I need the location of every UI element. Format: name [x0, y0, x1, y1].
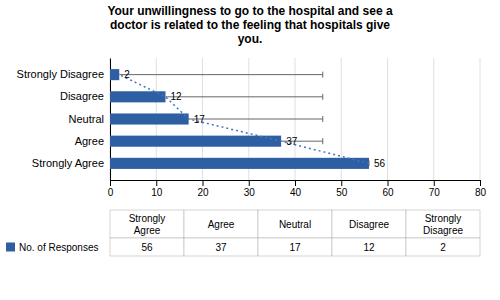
grid-line: [480, 58, 481, 180]
error-bars: [119, 72, 369, 167]
error-bar-line: [119, 74, 323, 75]
grid: [110, 58, 480, 180]
table-header-cell: [406, 210, 480, 238]
data-labels: 56 37 17 12 2: [124, 69, 385, 169]
error-bar-cap: [322, 138, 323, 144]
x-tick: 10: [151, 180, 163, 198]
x-tick-mark: [249, 180, 250, 186]
x-tick: 60: [382, 180, 394, 198]
table-value: 37: [215, 242, 227, 253]
error-bar-line: [166, 96, 323, 97]
y-tick-label: Disagree: [60, 90, 104, 102]
table-header: StronglyAgree: [129, 213, 166, 236]
y-tick: Neutral: [69, 113, 110, 125]
error-bar-cap: [322, 72, 323, 78]
y-tick: Strongly Agree: [32, 157, 110, 169]
grid-line: [387, 58, 388, 180]
y-axis: Strongly Agree Agree Neutral Disagree Strong…: [17, 59, 111, 181]
x-tick-mark: [295, 180, 296, 186]
data-label: 12: [171, 91, 183, 102]
table-cell: [258, 238, 332, 256]
legend-swatch: [6, 243, 15, 252]
y-tick-label: Strongly Disagree: [17, 68, 104, 80]
table-value: 17: [289, 242, 301, 253]
table-header: Neutral: [279, 219, 311, 230]
x-tick-mark: [110, 180, 111, 186]
y-tick: Agree: [75, 135, 110, 147]
chart: Your unwillingness to go to the hospital…: [0, 0, 500, 300]
bar: [110, 69, 119, 80]
bar: [110, 113, 189, 124]
x-tick-mark: [341, 180, 342, 186]
line: [119, 75, 369, 164]
table-value: 2: [440, 242, 446, 253]
legend: No. of Responses: [6, 242, 99, 253]
table-cell: [110, 238, 184, 256]
x-tick-label: 40: [290, 187, 302, 198]
bars: [110, 69, 369, 169]
x-tick-mark: [480, 180, 481, 186]
title: Your unwillingness to go to the hospital…: [107, 4, 392, 46]
x-tick-mark: [434, 180, 435, 186]
x-tick-mark: [156, 180, 157, 186]
legend-label: No. of Responses: [19, 242, 99, 253]
x-tick-label: 60: [382, 187, 394, 198]
bar: [110, 158, 369, 169]
table-header-cell: [184, 210, 258, 238]
x-tick: 20: [197, 180, 209, 198]
data-label: 2: [124, 69, 130, 80]
error-bar: [166, 94, 323, 100]
x-tick: 50: [336, 180, 348, 198]
x-tick-label: 80: [475, 187, 487, 198]
bar: [110, 136, 281, 147]
data-table: StronglyAgree 56 Agree 37 Neutral 17 Disagree 1…: [110, 210, 480, 256]
x-tick: 0: [108, 180, 114, 198]
x-tick-label: 20: [197, 187, 209, 198]
table-cell: [332, 238, 406, 256]
table-header: StronglyDisagree: [423, 213, 463, 236]
x-tick-label: 10: [151, 187, 163, 198]
table-header-cell: [258, 210, 332, 238]
data-label: 56: [374, 158, 386, 169]
table-header-cell: [332, 210, 406, 238]
table-cell: [184, 238, 258, 256]
x-tick: 70: [429, 180, 441, 198]
grid-line: [433, 58, 434, 180]
x-tick-mark: [388, 180, 389, 186]
marks: [110, 69, 369, 169]
x-tick-mark: [203, 180, 204, 186]
table-value: 12: [363, 242, 375, 253]
y-tick: Disagree: [60, 90, 110, 102]
x-axis-line: [111, 181, 481, 187]
x-tick-label: 70: [429, 187, 441, 198]
y-tick: Strongly Disagree: [17, 68, 110, 80]
x-tick-label: 0: [108, 187, 114, 198]
y-tick-label: Neutral: [69, 113, 104, 125]
x-axis: 0 10 20 30 40 50 60 70 80: [108, 180, 487, 198]
error-bar-cap: [322, 94, 323, 100]
x-tick: 40: [290, 180, 302, 198]
table-header-cell: [110, 210, 184, 238]
x-tick: 30: [244, 180, 256, 198]
x-tick-label: 50: [336, 187, 348, 198]
data-label: 17: [194, 114, 206, 125]
error-bar-cap: [322, 116, 323, 122]
y-tick-label: Strongly Agree: [32, 157, 104, 169]
error-bar: [189, 116, 323, 122]
table-cell: [406, 238, 480, 256]
x-tick-label: 30: [244, 187, 256, 198]
error-bar: [119, 72, 323, 78]
error-bar-line: [189, 119, 323, 120]
plot: 0 10 20 30 40 50 60 70 80 Strongly Agree Agree Neut…: [17, 58, 487, 198]
data-label: 37: [286, 136, 298, 147]
x-tick: 80: [475, 180, 487, 198]
table-header: Disagree: [349, 219, 389, 230]
y-tick-label: Agree: [75, 135, 104, 147]
table-header: Agree: [208, 219, 235, 230]
table-value: 56: [141, 242, 153, 253]
